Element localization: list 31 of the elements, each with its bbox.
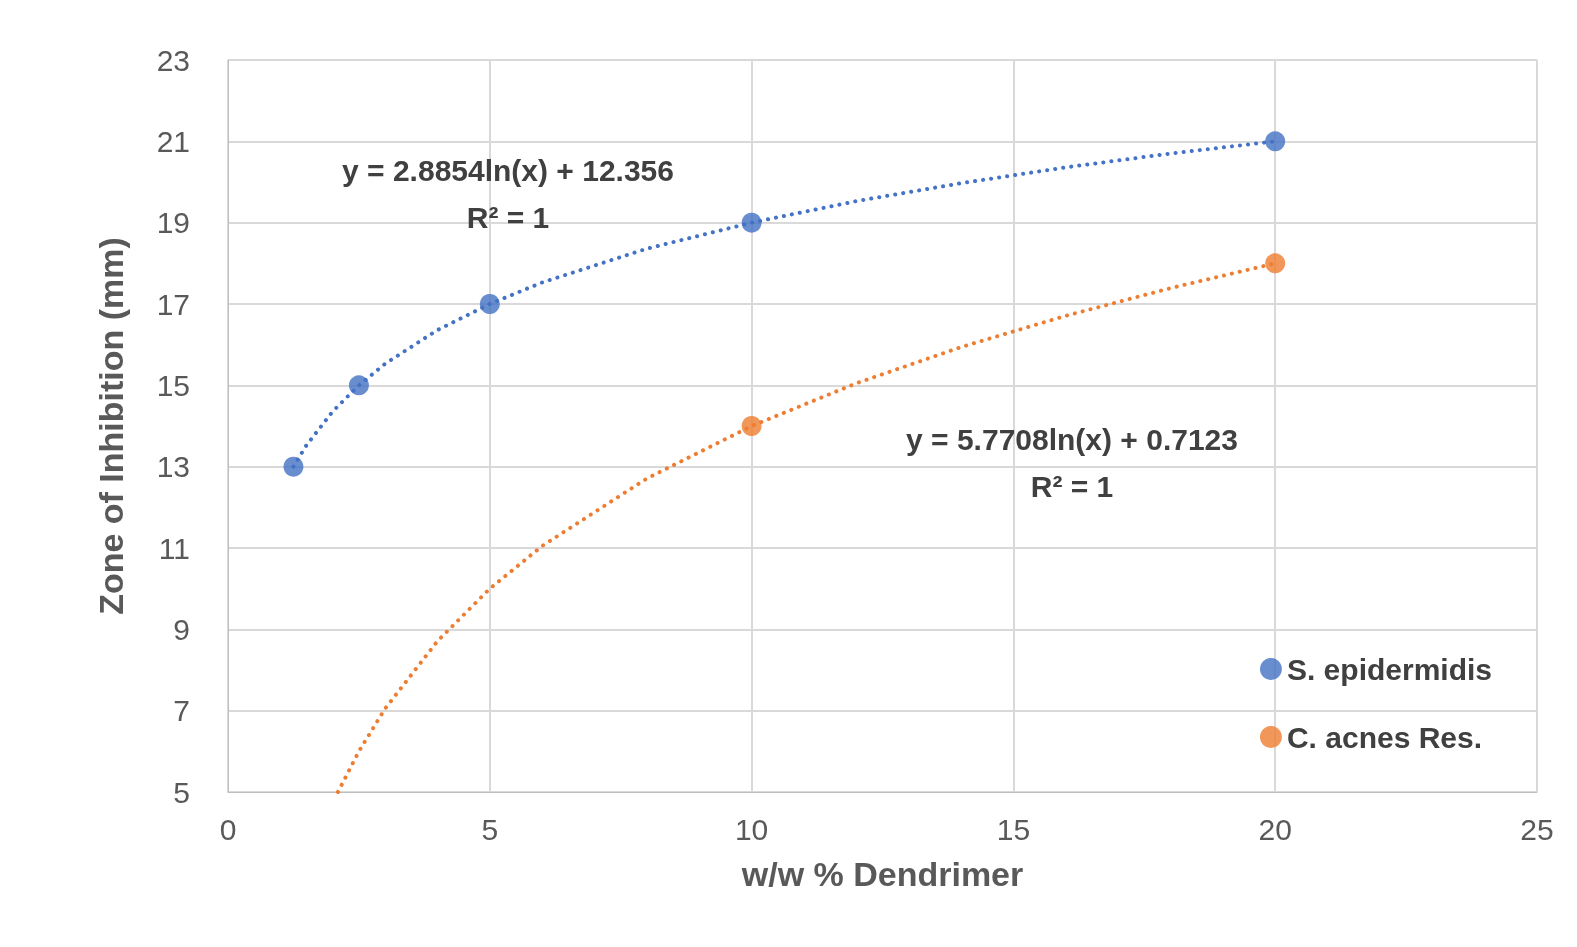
y-tick-label: 13	[156, 450, 190, 484]
x-tick-label: 5	[481, 812, 499, 846]
point	[741, 212, 762, 233]
x-tick-label: 0	[219, 812, 237, 846]
x-tick-label: 10	[734, 812, 769, 846]
y-tick-label: 23	[156, 43, 190, 77]
legend-label: C. acnes Res.	[1286, 720, 1483, 754]
annotation: R² = 1	[1030, 469, 1114, 503]
y-tick-label: 9	[173, 612, 190, 646]
x-axis-title: w/w % Dendrimer	[740, 855, 1024, 893]
point	[479, 294, 500, 314]
annotation: R² = 1	[466, 200, 550, 234]
x-tick-label: 15	[996, 812, 1031, 846]
point	[348, 375, 369, 396]
annotation: y = 2.8854ln(x) + 12.356	[342, 153, 674, 187]
y-tick-label: 11	[158, 531, 190, 565]
y-axis-title: Zone of Inhibition (mm)	[92, 237, 130, 615]
y-tick-label: 21	[156, 124, 190, 158]
y-tick-label: 5	[173, 775, 190, 809]
point	[741, 416, 762, 436]
y-tick-label: 19	[156, 206, 190, 240]
x-tick-label: 20	[1258, 812, 1292, 846]
annotation: y = 5.7708ln(x) + 0.7123	[906, 422, 1238, 456]
point	[1265, 131, 1286, 152]
x-tick-label: 25	[1520, 812, 1554, 846]
y-tick-label: 17	[156, 287, 190, 321]
point	[1265, 253, 1286, 274]
point	[283, 456, 304, 477]
legend-label: S. epidermidis	[1286, 652, 1493, 686]
y-tick-label: 7	[173, 694, 190, 728]
y-tick-label: 15	[156, 368, 190, 402]
